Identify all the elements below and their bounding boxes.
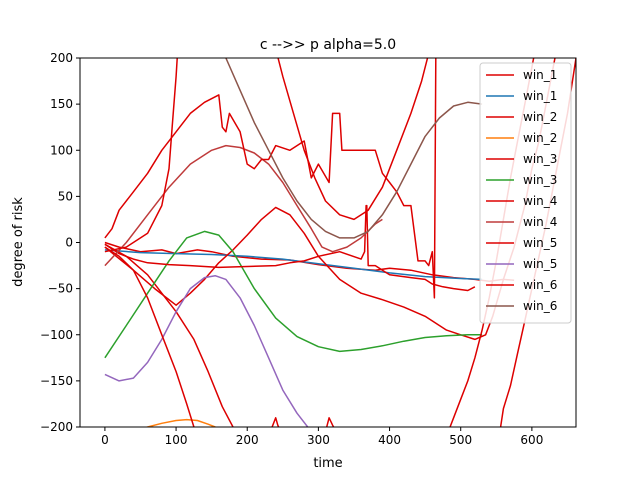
y-tick-label: 50 <box>58 189 73 203</box>
legend-label: win_3 <box>523 173 557 187</box>
y-tick-label: −50 <box>48 282 73 296</box>
legend-label: win_2 <box>523 131 557 145</box>
series-line-10 <box>104 246 195 427</box>
x-tick-label: 500 <box>449 433 472 447</box>
series-line-9 <box>104 274 309 427</box>
series-line-7 <box>104 144 383 267</box>
series-layer <box>104 58 576 427</box>
series-line-8 <box>104 58 437 299</box>
legend-label: win_1 <box>523 89 557 103</box>
series-line-13 <box>325 417 335 427</box>
legend-label: win_1 <box>523 68 557 82</box>
x-tick-label: 0 <box>101 433 109 447</box>
x-tick-label: 300 <box>307 433 330 447</box>
legend-box <box>479 62 572 324</box>
legend-label: win_4 <box>523 194 557 208</box>
legend-label: win_5 <box>523 257 557 271</box>
series-line-3 <box>145 418 217 427</box>
series-line-12 <box>271 417 280 427</box>
y-axis-label: degree of risk <box>11 197 26 287</box>
series-line-11 <box>225 58 483 239</box>
legend-label: win_4 <box>523 215 557 229</box>
legend-label: win_5 <box>523 236 557 250</box>
legend-label: win_2 <box>523 110 557 124</box>
x-axis-label: time <box>313 456 342 471</box>
x-tick-label: 600 <box>520 433 543 447</box>
x-tick-label: 400 <box>378 433 401 447</box>
y-tick-label: 0 <box>65 236 73 250</box>
y-axis: −200 −150 −100 −50 0 50 100 150 200 <box>40 51 80 434</box>
y-tick-label: 200 <box>50 51 73 65</box>
y-tick-label: −200 <box>40 420 73 434</box>
y-tick-label: 150 <box>50 97 73 111</box>
legend-label: win_6 <box>523 299 557 313</box>
y-tick-label: −100 <box>40 328 73 342</box>
x-axis: 0 100 200 300 400 500 600 <box>101 427 543 447</box>
series-line-16 <box>104 58 178 253</box>
legend: win_1 win_1 win_2 win_2 win_3 win_3 win_4 win_4… <box>479 62 572 324</box>
y-tick-label: 100 <box>50 143 73 157</box>
chart-title: c -->> p alpha=5.0 <box>260 37 396 53</box>
x-tick-label: 200 <box>236 433 259 447</box>
series-line-5 <box>104 230 483 359</box>
series-line-6 <box>104 204 476 292</box>
series-line-17 <box>277 58 429 221</box>
legend-label: win_6 <box>523 278 557 292</box>
legend-label: win_3 <box>523 152 557 166</box>
x-tick-label: 100 <box>165 433 188 447</box>
y-tick-label: −150 <box>40 374 73 388</box>
